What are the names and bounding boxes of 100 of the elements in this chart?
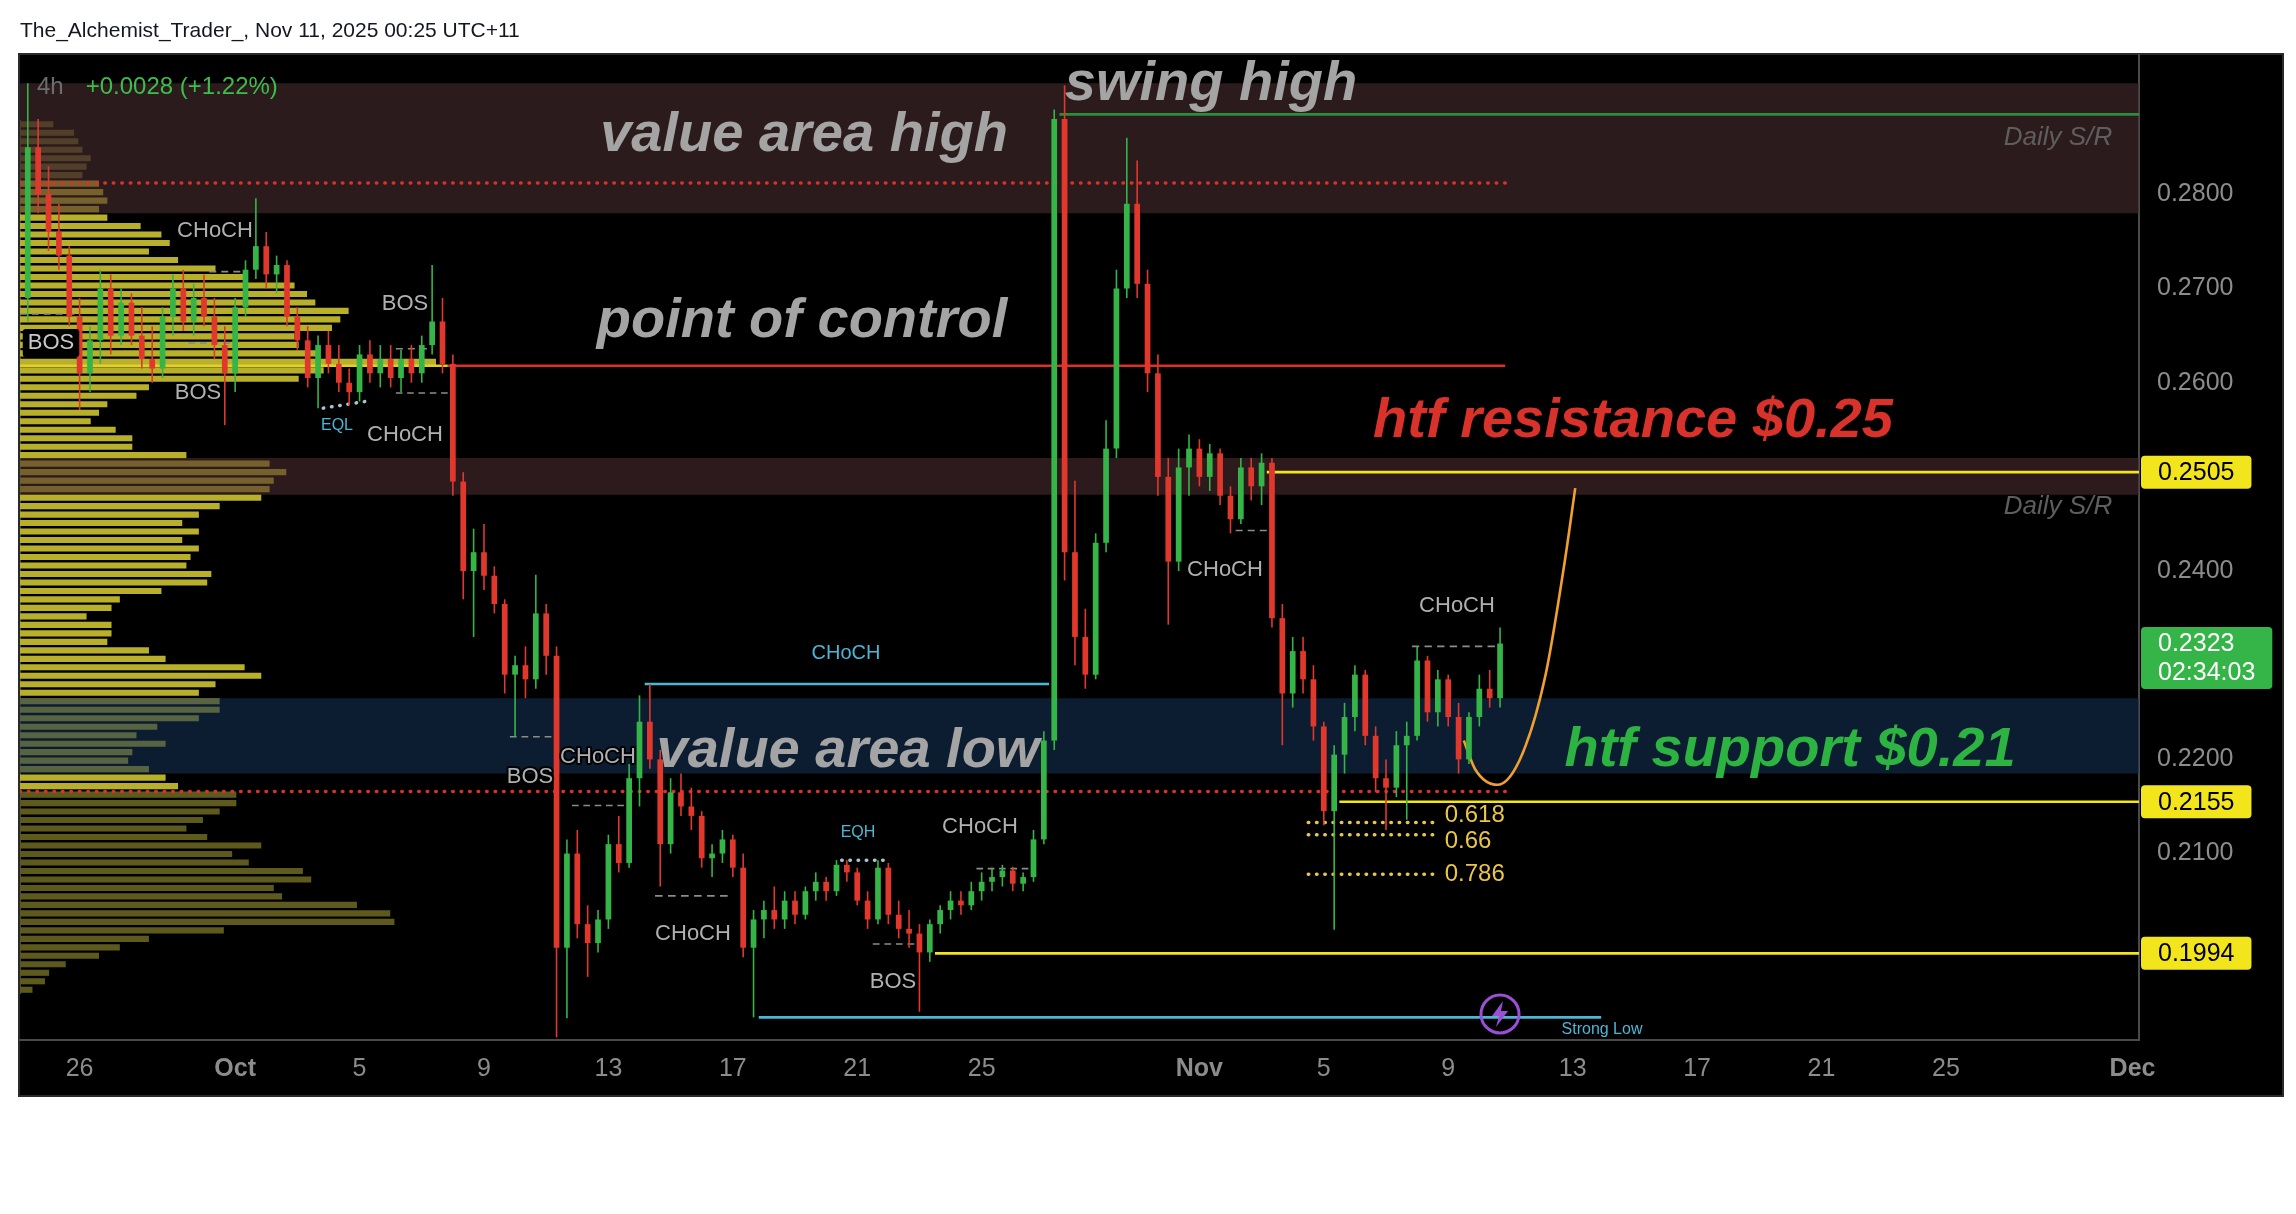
y-tick-label: 0.2600 <box>2157 366 2234 395</box>
bar <box>20 859 249 866</box>
candlestick <box>771 886 778 929</box>
bar <box>20 638 108 645</box>
bar <box>20 409 100 416</box>
bar <box>20 952 100 959</box>
candlestick <box>761 900 767 939</box>
bar <box>20 723 158 730</box>
bar <box>20 621 112 628</box>
bar <box>20 672 262 679</box>
y-tick-label: 0.2800 <box>2157 178 2234 207</box>
annotation: BOS <box>506 763 554 789</box>
bar <box>20 536 183 544</box>
data-label: 0.1994 <box>2158 938 2235 967</box>
bar <box>20 426 116 433</box>
x-tick-label: 25 <box>1931 1052 1960 1081</box>
bar <box>20 944 120 951</box>
bar <box>20 520 183 527</box>
bar <box>20 231 162 238</box>
annotation: Strong Low <box>1561 1020 1643 1038</box>
bar <box>20 910 391 917</box>
y-tick-label: 0.2100 <box>2157 837 2234 866</box>
series-label: 0.618 <box>1444 800 1505 828</box>
annotation: point of control <box>594 286 1009 350</box>
bar <box>20 893 283 900</box>
bar <box>20 927 224 934</box>
annotation: swing high <box>1064 49 1358 113</box>
bar <box>20 715 199 722</box>
annotation: Daily S/R <box>2003 121 2113 152</box>
series-label: 0.66 <box>1444 826 1492 854</box>
bar <box>20 511 199 518</box>
bar <box>20 884 274 891</box>
bar <box>20 816 204 824</box>
candlestick <box>1403 721 1410 820</box>
annotation: CHoCH <box>942 813 1018 839</box>
x-tick-label: 17 <box>1683 1052 1711 1081</box>
bar <box>20 825 187 832</box>
bar <box>20 553 191 561</box>
bar <box>20 401 108 408</box>
bar <box>20 918 395 925</box>
annotation: BOS <box>174 379 222 405</box>
text: +0.0028 (+1.22%) <box>85 71 278 99</box>
data-label: 0.2505 <box>2158 457 2235 486</box>
annotation: value area high <box>600 100 1008 164</box>
bar <box>20 681 216 688</box>
x-tick-label: Nov <box>1175 1052 1224 1081</box>
annotation: CHoCH <box>811 640 881 663</box>
bar <box>20 265 216 272</box>
bar <box>20 443 133 450</box>
bar <box>20 528 199 535</box>
bar <box>20 986 33 993</box>
bar <box>20 749 133 756</box>
annotation: Daily S/R <box>2003 490 2113 521</box>
bar <box>20 613 87 620</box>
x-tick-label: 9 <box>1441 1052 1456 1081</box>
text: The_Alchemist_Trader_, Nov 11, 2025 00:25 UTC+11 <box>20 17 520 42</box>
text: 4h <box>37 71 64 99</box>
bar <box>20 647 149 654</box>
annotation: CHoCH <box>1187 556 1263 582</box>
x-tick-label: 17 <box>718 1052 747 1081</box>
bar <box>20 961 66 968</box>
bar <box>20 494 262 501</box>
bar <box>20 689 199 696</box>
bar <box>20 418 91 425</box>
annotation: CHoCH <box>1419 592 1495 618</box>
bar <box>20 562 187 569</box>
x-tick-label: 25 <box>967 1052 996 1081</box>
bar <box>20 630 112 637</box>
y-tick-label: 0.2200 <box>2157 743 2234 772</box>
data-label: 0.2155 <box>2158 786 2235 815</box>
x-tick-label: 9 <box>477 1052 491 1081</box>
bar <box>20 876 312 883</box>
bar <box>20 587 162 594</box>
candlestick <box>512 655 518 737</box>
candlestick <box>989 867 995 892</box>
annotation: EQH <box>840 823 876 841</box>
bar <box>20 477 274 484</box>
x-tick-label: 5 <box>1316 1052 1331 1081</box>
x-tick-label: 5 <box>352 1052 367 1081</box>
bar <box>20 452 187 459</box>
bar <box>20 867 303 875</box>
bar <box>20 850 233 858</box>
bar <box>20 392 137 399</box>
bar <box>20 706 220 713</box>
y-tick-label: 0.2400 <box>2157 554 2234 583</box>
x-tick-label: 21 <box>843 1052 872 1081</box>
bar <box>20 570 212 578</box>
bar <box>20 138 79 145</box>
bar <box>20 740 166 747</box>
bar <box>20 435 133 442</box>
annotation: htf resistance $0.25 <box>1373 386 1894 450</box>
bar <box>20 978 45 985</box>
bar <box>20 469 287 476</box>
x-tick-label: Dec <box>2109 1052 2156 1081</box>
annotation: CHoCH <box>367 421 443 447</box>
candlestick <box>429 265 435 355</box>
bar <box>20 783 179 790</box>
bar <box>20 129 75 136</box>
annotation: CHoCH <box>177 217 253 243</box>
bar <box>20 579 208 586</box>
